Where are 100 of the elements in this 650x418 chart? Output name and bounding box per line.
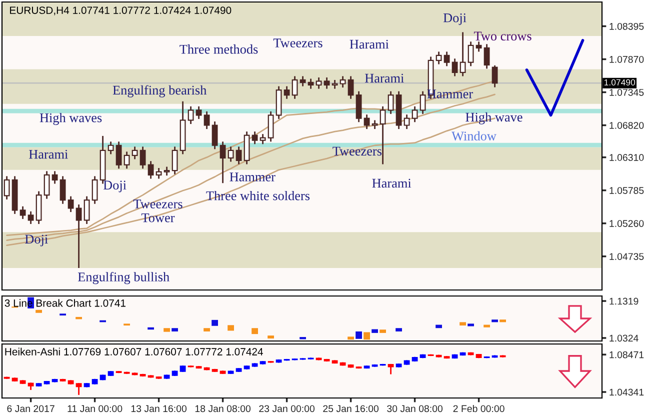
bar	[164, 328, 170, 332]
annotation: Harami	[364, 74, 404, 83]
annotation: Two crows	[474, 32, 532, 41]
candlestick	[284, 86, 290, 100]
chart-title: EURUSD,H4 1.07741 1.07772 1.07424 1.07490	[10, 6, 232, 16]
y-tick-label: 1.05785	[610, 187, 644, 194]
candlestick	[148, 160, 154, 180]
candlestick	[140, 146, 146, 170]
annotation: Harami	[350, 40, 389, 49]
x-tick-label: 18 Jan 08:00	[195, 405, 251, 412]
candlestick	[492, 64, 498, 88]
annotation: Three white solders	[206, 190, 310, 200]
x-tick-label: 11 Jan 00:00	[68, 405, 122, 412]
annotation: Tower	[141, 213, 175, 222]
bar	[364, 332, 370, 340]
annotation: Engulfing bullish	[78, 272, 170, 284]
candlestick	[196, 106, 202, 120]
candlestick	[124, 150, 130, 170]
candlestick	[76, 382, 82, 396]
y-tick-label: 1.04341	[610, 388, 644, 396]
y-tick-label: 1.08471	[610, 351, 644, 358]
x-tick-label: 2 Feb 00:00	[453, 404, 504, 412]
bar	[148, 327, 154, 330]
candlestick	[452, 58, 458, 77]
ref-line-label: 1.07490	[604, 79, 636, 86]
x-tick-label: 30 Jan 08:00	[387, 405, 443, 412]
candlestick	[236, 146, 242, 165]
annotation: Doji	[103, 180, 126, 192]
x-tick-label: 25 Jan 16:00	[323, 405, 379, 412]
x-tick-label: 23 Jan 00:00	[259, 405, 315, 412]
bar	[356, 331, 362, 339]
chart-title: Heiken-Ashi 1.07769 1.07607 1.07607 1.07772 1.07424	[5, 348, 263, 356]
annotation: Harami	[28, 150, 68, 159]
candlestick	[28, 210, 34, 225]
candlestick	[484, 43, 490, 70]
y-tick-label: 1.06310	[610, 154, 644, 161]
annotation: Tweezers	[332, 146, 382, 156]
bar	[460, 322, 466, 326]
candlestick	[228, 146, 234, 162]
candlestick	[252, 130, 258, 145]
candlestick	[92, 175, 98, 205]
bar	[492, 320, 498, 322]
bar	[76, 316, 82, 320]
candlestick	[364, 114, 370, 130]
candlestick	[300, 76, 306, 87]
y-tick-label: 1.1319	[610, 298, 638, 305]
candlestick	[460, 31, 466, 77]
candlestick	[324, 76, 330, 90]
candlestick	[420, 90, 426, 115]
candlestick	[52, 170, 58, 184]
annotation: Three methods	[180, 44, 258, 54]
candlestick	[76, 204, 82, 269]
y-tick-label: 1.04735	[610, 253, 644, 260]
candlestick	[404, 114, 410, 130]
candlestick	[388, 90, 394, 115]
candlestick	[172, 146, 178, 175]
candlestick	[156, 167, 162, 180]
bar	[372, 329, 378, 333]
candlestick	[340, 76, 346, 88]
bar	[348, 336, 354, 340]
candlestick	[204, 110, 210, 130]
y-tick-label: 1.07345	[610, 88, 644, 96]
bar	[228, 325, 234, 331]
bar	[268, 336, 274, 339]
candlestick	[84, 196, 90, 225]
candlestick	[476, 40, 482, 52]
candlestick	[116, 140, 122, 170]
candlestick	[436, 50, 442, 65]
bar	[212, 320, 218, 326]
bar	[380, 330, 386, 333]
y-tick-label: 1.08395	[610, 22, 644, 30]
bar	[436, 324, 442, 328]
x-tick-label: 6 Jan 2017	[7, 405, 54, 412]
candlestick	[260, 133, 266, 145]
candlestick	[308, 78, 314, 90]
annotation: Harami	[372, 178, 412, 188]
candlestick	[60, 175, 66, 205]
candlestick	[412, 106, 418, 123]
bar	[204, 328, 210, 332]
bar	[396, 328, 402, 332]
annotation: Tweezers	[133, 200, 182, 208]
candlestick	[380, 106, 386, 165]
bar	[484, 324, 490, 328]
candlestick	[68, 196, 74, 213]
candlestick	[212, 120, 218, 150]
annotation: Engulfing bearish	[112, 85, 207, 98]
candlestick	[268, 110, 274, 142]
bar	[36, 310, 42, 313]
annotation: High wave	[466, 112, 522, 124]
y-tick-label: 1.0324	[610, 334, 638, 342]
y-tick-label: 1.05260	[610, 220, 644, 227]
bar	[172, 328, 178, 332]
annotation: Window	[452, 131, 496, 141]
candlestick	[292, 76, 298, 100]
candlestick	[108, 140, 114, 155]
bar	[468, 324, 474, 326]
annotation: Hammer	[230, 172, 276, 182]
candlestick	[348, 76, 354, 100]
x-tick-label: 13 Jan 16:00	[131, 405, 187, 412]
annotation: Doji	[25, 234, 48, 246]
